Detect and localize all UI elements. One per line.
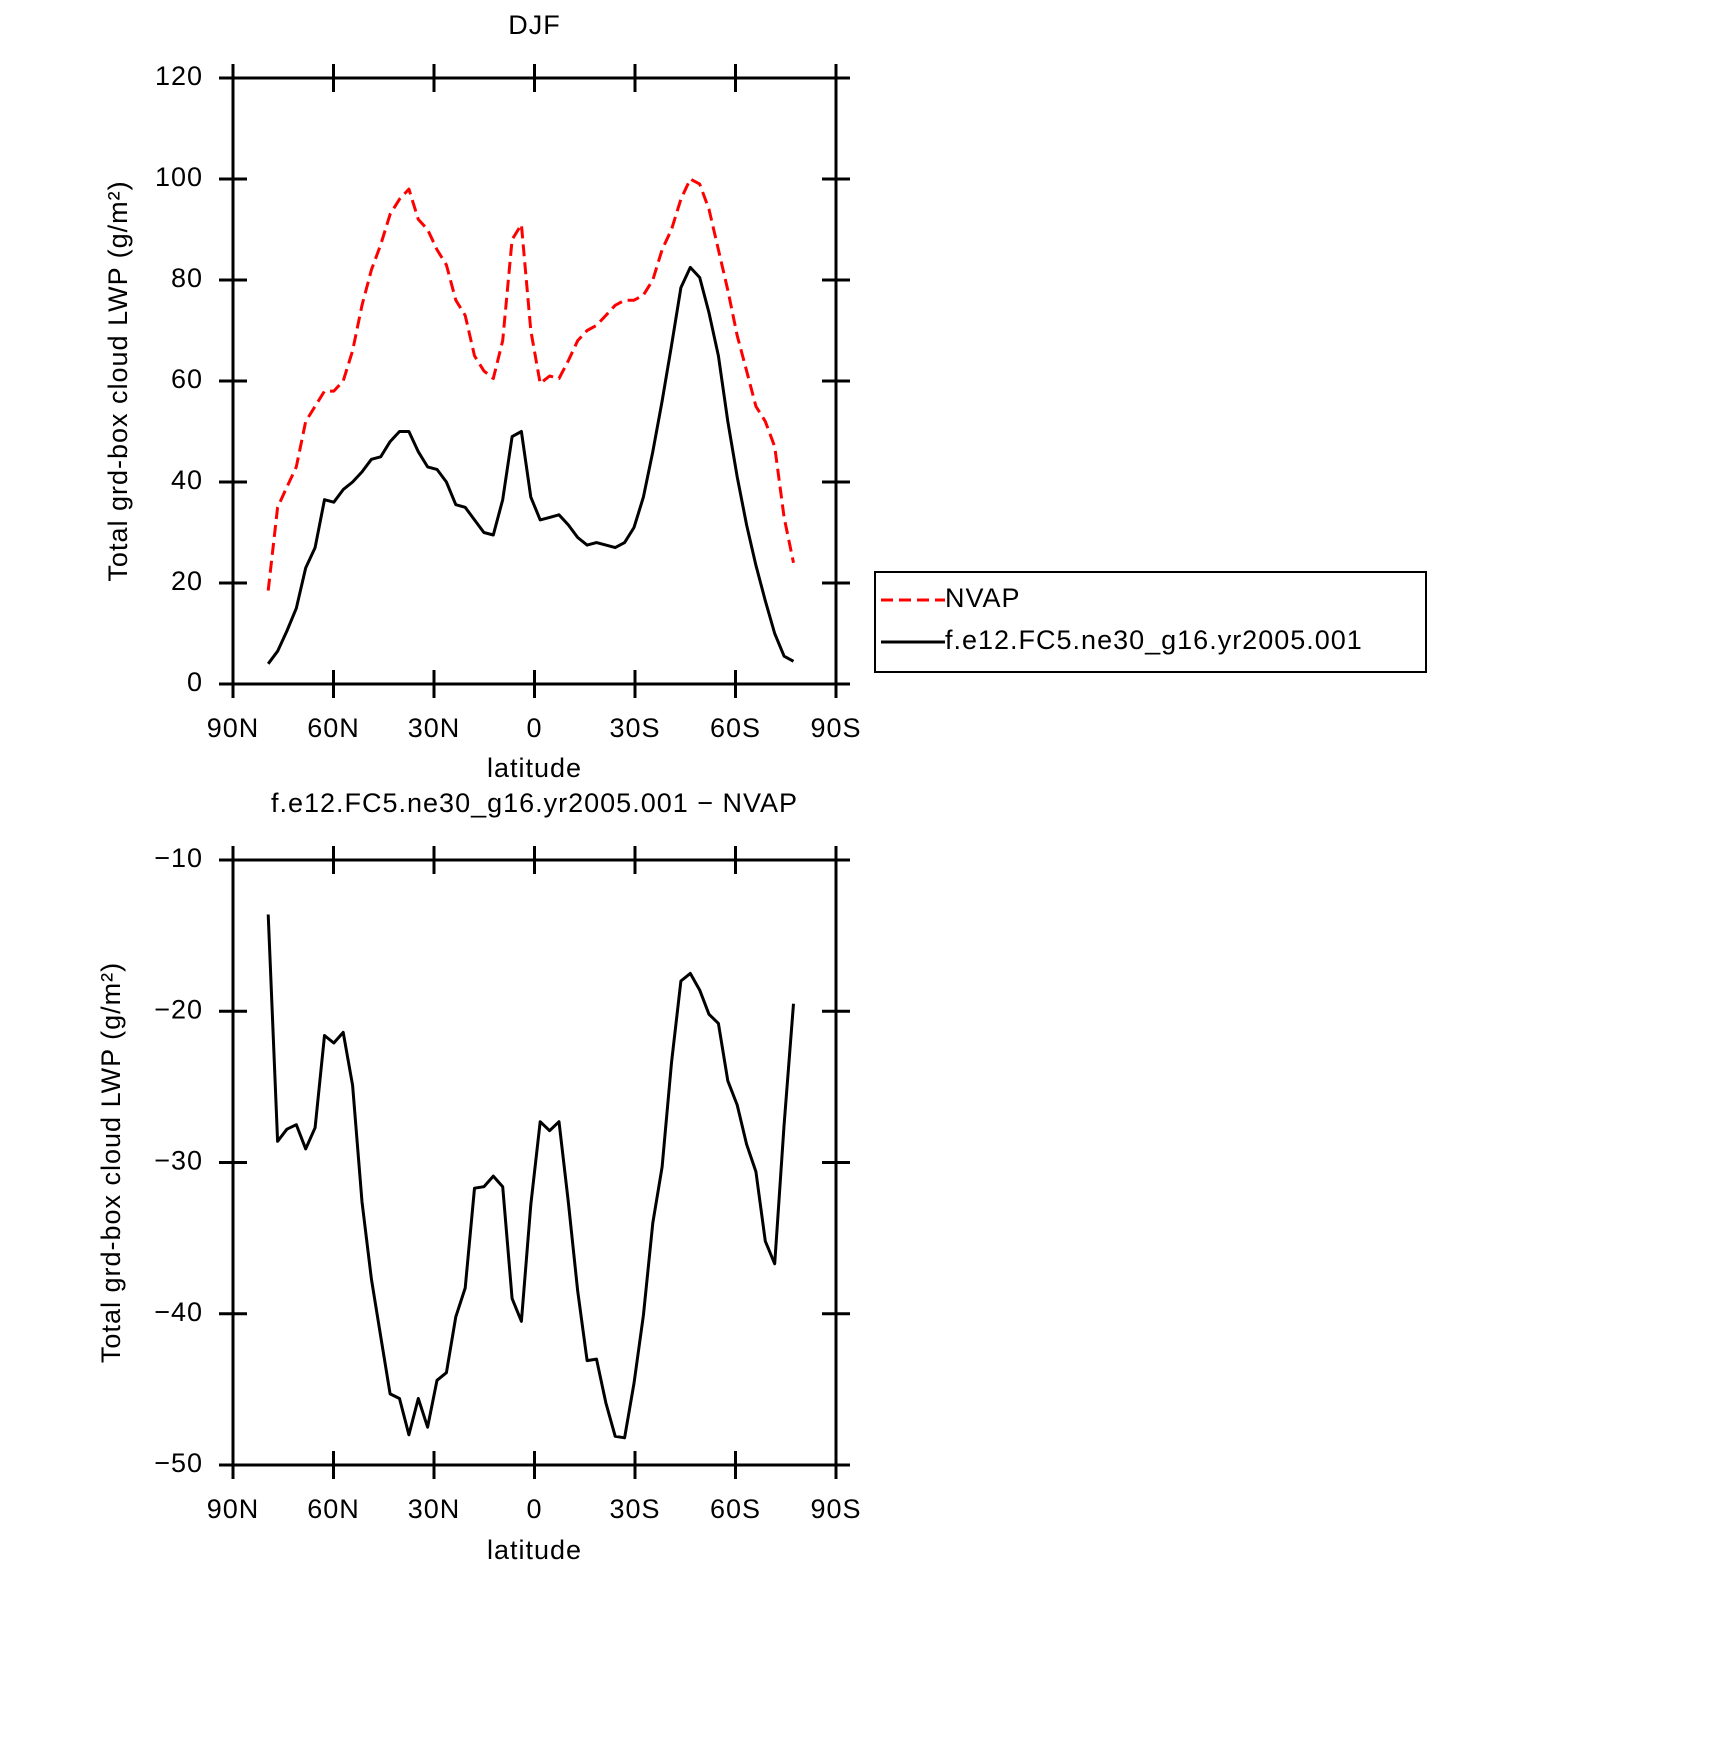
- x-tick-label: 30N: [408, 713, 461, 743]
- y-tick-label: 120: [155, 61, 203, 91]
- y-tick-label: −50: [154, 1448, 203, 1478]
- x-axis-label: latitude: [487, 753, 582, 783]
- y-tick-label: 60: [171, 364, 203, 394]
- plot-frame: [231, 76, 838, 686]
- x-tick-label: 90S: [810, 1494, 861, 1524]
- y-axis-label: Total grd-box cloud LWP (g/m²): [96, 962, 126, 1363]
- data-line: [266, 265, 795, 665]
- chart-title: f.e12.FC5.ne30_g16.yr2005.001 − NVAP: [271, 788, 798, 818]
- chart-title: DJF: [508, 10, 561, 40]
- y-tick-label: 20: [171, 566, 203, 596]
- data-line: [266, 177, 795, 591]
- x-tick-label: 0: [526, 1494, 542, 1524]
- y-tick-label: −30: [154, 1146, 203, 1176]
- x-tick-label: 0: [526, 713, 542, 743]
- y-tick-label: −20: [154, 994, 203, 1024]
- x-tick-label: 60S: [710, 713, 761, 743]
- x-tick-label: 90N: [207, 1494, 260, 1524]
- y-tick-label: 100: [155, 162, 203, 192]
- x-axis-label: latitude: [487, 1535, 582, 1565]
- x-tick-label: 90S: [810, 713, 861, 743]
- x-tick-label: 30S: [609, 1494, 660, 1524]
- y-tick-label: 0: [187, 667, 203, 697]
- y-tick-label: 40: [171, 465, 203, 495]
- x-tick-label: 60N: [307, 713, 360, 743]
- x-tick-label: 90N: [207, 713, 260, 743]
- legend-label: NVAP: [945, 583, 1021, 613]
- data-line: [266, 914, 795, 1440]
- x-tick-label: 60S: [710, 1494, 761, 1524]
- y-tick-label: −10: [154, 843, 203, 873]
- y-tick-label: 80: [171, 263, 203, 293]
- x-tick-label: 30S: [609, 713, 660, 743]
- legend-label: f.e12.FC5.ne30_g16.yr2005.001: [945, 625, 1363, 655]
- legend-box: [874, 571, 1427, 673]
- x-tick-label: 60N: [307, 1494, 360, 1524]
- y-tick-label: −40: [154, 1297, 203, 1327]
- x-tick-label: 30N: [408, 1494, 461, 1524]
- y-axis-label: Total grd-box cloud LWP (g/m²): [103, 180, 133, 581]
